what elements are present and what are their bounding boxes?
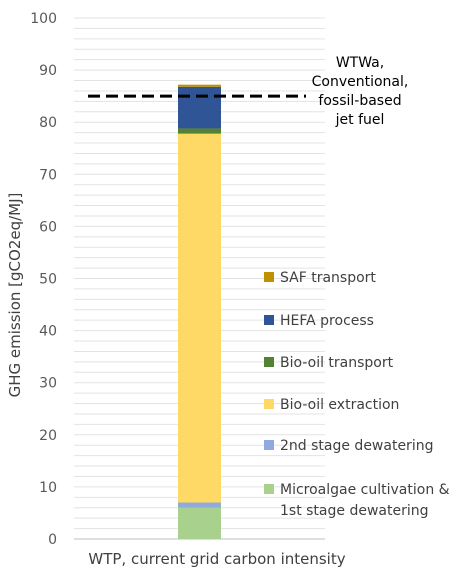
bar-segment: [178, 128, 221, 134]
reference-label: fossil-based: [318, 93, 401, 109]
legend-label: Bio-oil transport: [280, 355, 394, 371]
legend-label: SAF transport: [280, 270, 376, 286]
reference-label: WTWa,: [336, 55, 384, 71]
legend-label: Bio-oil extraction: [280, 397, 399, 413]
y-tick-label: 100: [30, 11, 57, 27]
y-axis-label: GHG emission [gCO2eq/MJ]: [6, 193, 24, 398]
reference-label: jet fuel: [335, 112, 385, 128]
y-tick-label: 70: [39, 167, 57, 183]
stacked-bar: [178, 84, 221, 539]
reference-line-group: WTWa, Conventional, fossil-based jet fuel: [88, 55, 408, 128]
legend-swatch: [264, 357, 274, 367]
legend-label: 2nd stage dewatering: [280, 438, 433, 454]
bar-segment: [178, 507, 221, 539]
bar-segment: [178, 502, 221, 508]
y-tick-label: 40: [39, 324, 57, 340]
legend-swatch: [264, 484, 274, 494]
x-category-label: WTP, current grid carbon intensity: [88, 550, 345, 568]
y-tick-label: 90: [39, 63, 57, 79]
legend: SAF transport HEFA process Bio-oil transpo…: [264, 270, 450, 519]
y-tick-label: 80: [39, 115, 57, 131]
legend-label: Microalgae cultivation &: [280, 482, 450, 498]
bar-segment: [178, 84, 221, 87]
legend-label: HEFA process: [280, 313, 374, 329]
bar-segment: [178, 133, 221, 503]
reference-label: Conventional,: [312, 74, 409, 90]
y-tick-label: 0: [48, 532, 57, 548]
legend-swatch: [264, 399, 274, 409]
bar-segment: [178, 86, 221, 129]
y-tick-label: 20: [39, 428, 57, 444]
legend-swatch: [264, 272, 274, 282]
y-tick-label: 60: [39, 219, 57, 235]
y-tick-label: 10: [39, 480, 57, 496]
y-tick-label: 50: [39, 272, 57, 288]
y-axis-ticks: 0 10 20 30 40 50 60 70 80 90 100: [30, 11, 57, 548]
legend-label: 1st stage dewatering: [280, 503, 429, 519]
y-tick-label: 30: [39, 376, 57, 392]
legend-swatch: [264, 315, 274, 325]
legend-swatch: [264, 440, 274, 450]
